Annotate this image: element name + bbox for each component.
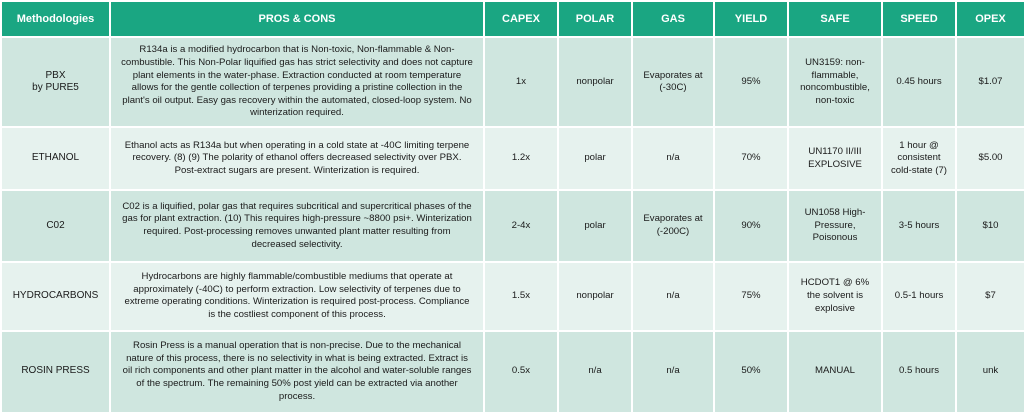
gas-cell: n/a [633,263,713,330]
speed-cell: 3-5 hours [883,190,955,262]
yield-cell: 90% [715,190,787,262]
table-row-c02: C02 C02 is a liquified, polar gas that r… [2,190,1024,262]
opex-cell: $10 [957,190,1024,262]
gas-cell: Evaporates at (-30C) [633,38,713,127]
polar-cell: nonpolar [559,263,631,330]
safe-cell: MANUAL [789,331,881,412]
safe-cell: HCDOT1 @ 6% the solvent is explosive [789,263,881,330]
header-polar: POLAR [559,2,631,36]
pros-cons-cell: Rosin Press is a manual operation that i… [111,331,483,412]
header-methodologies: Methodologies [2,2,109,36]
method-name: ETHANOL [31,152,80,164]
safe-cell: UN1058 High-Pressure, Poisonous [789,190,881,262]
header-safe: SAFE [789,2,881,36]
table-row-hydrocarbons: HYDROCARBONS Hydrocarbons are highly fla… [2,263,1024,330]
method-name: C02 [46,219,65,231]
capex-cell: 2-4x [485,190,557,262]
method-cell: PBX by PURE5 [2,38,109,127]
pros-cons-cell: Ethanol acts as R134a but when operating… [111,128,483,189]
method-name: PBX [45,69,66,81]
opex-cell: $7 [957,263,1024,330]
header-speed: SPEED [883,2,955,36]
method-name: HYDROCARBONS [12,290,99,302]
capex-cell: 1x [485,38,557,127]
header-yield: YIELD [715,2,787,36]
gas-cell: Evaporates at (-200C) [633,190,713,262]
opex-cell: unk [957,331,1024,412]
header-capex: CAPEX [485,2,557,36]
method-name: ROSIN PRESS [21,365,90,377]
pros-cons-cell: C02 is a liquified, polar gas that requi… [111,190,483,262]
polar-cell: polar [559,128,631,189]
header-gas: GAS [633,2,713,36]
table-row-rosin-press: ROSIN PRESS Rosin Press is a manual oper… [2,331,1024,412]
safe-cell: UN1170 II/III EXPLOSIVE [789,128,881,189]
safe-cell: UN3159: non-flammable, noncombustible, n… [789,38,881,127]
pros-cons-cell: R134a is a modified hydrocarbon that is … [111,38,483,127]
method-cell: ROSIN PRESS [2,331,109,412]
polar-cell: n/a [559,331,631,412]
opex-cell: $1.07 [957,38,1024,127]
capex-cell: 1.2x [485,128,557,189]
method-cell: C02 [2,190,109,262]
header-opex: OPEX [957,2,1024,36]
capex-cell: 0.5x [485,331,557,412]
table-row-ethanol: ETHANOL Ethanol acts as R134a but when o… [2,128,1024,189]
method-subtitle: by PURE5 [32,82,79,94]
yield-cell: 70% [715,128,787,189]
gas-cell: n/a [633,128,713,189]
polar-cell: polar [559,190,631,262]
speed-cell: 0.45 hours [883,38,955,127]
opex-cell: $5.00 [957,128,1024,189]
header-pros-cons: PROS & CONS [111,2,483,36]
yield-cell: 75% [715,263,787,330]
speed-cell: 1 hour @ consistent cold-state (7) [883,128,955,189]
yield-cell: 50% [715,331,787,412]
table-row-pbx: PBX by PURE5 R134a is a modified hydrocar… [2,38,1024,127]
speed-cell: 0.5-1 hours [883,263,955,330]
header-row: Methodologies PROS & CONS CAPEX POLAR GA… [2,2,1024,36]
polar-cell: nonpolar [559,38,631,127]
pros-cons-cell: Hydrocarbons are highly flammable/combus… [111,263,483,330]
method-cell: HYDROCARBONS [2,263,109,330]
yield-cell: 95% [715,38,787,127]
gas-cell: n/a [633,331,713,412]
speed-cell: 0.5 hours [883,331,955,412]
capex-cell: 1.5x [485,263,557,330]
method-cell: ETHANOL [2,128,109,189]
